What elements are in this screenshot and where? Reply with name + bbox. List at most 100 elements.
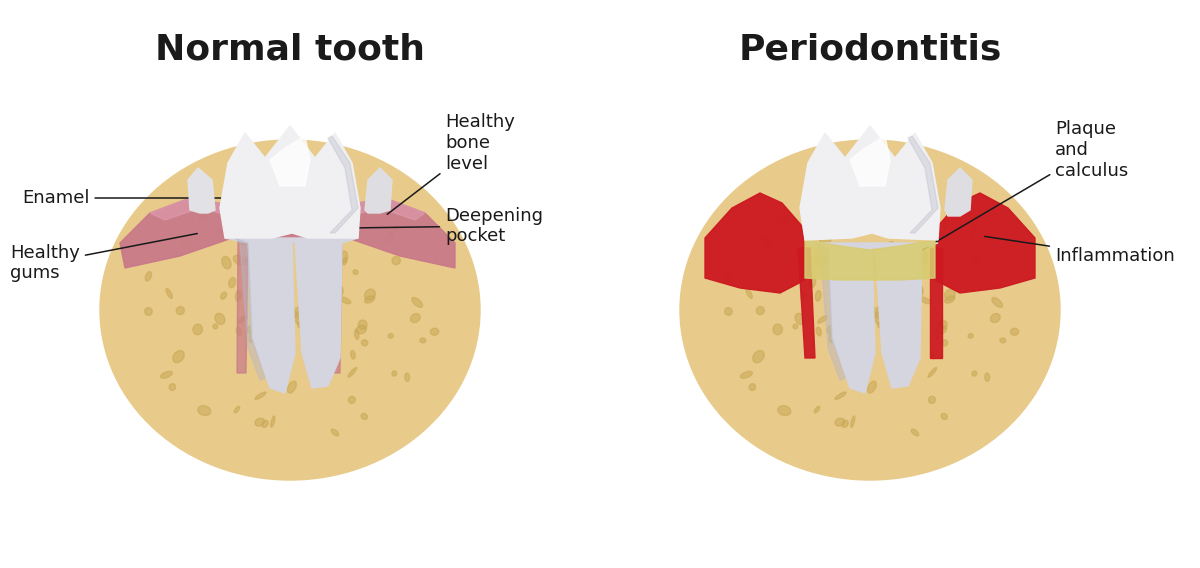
Ellipse shape: [965, 235, 973, 241]
Text: Deepening
pocket: Deepening pocket: [350, 207, 542, 245]
Ellipse shape: [876, 318, 882, 324]
Ellipse shape: [247, 325, 256, 333]
Ellipse shape: [820, 233, 832, 245]
Ellipse shape: [889, 271, 900, 280]
Ellipse shape: [934, 198, 938, 211]
Ellipse shape: [259, 331, 270, 337]
Ellipse shape: [893, 321, 902, 331]
Ellipse shape: [839, 331, 850, 337]
Ellipse shape: [680, 140, 1060, 480]
Ellipse shape: [281, 299, 290, 306]
Ellipse shape: [756, 307, 764, 315]
Text: Inflammation: Inflammation: [985, 236, 1175, 265]
Ellipse shape: [968, 333, 973, 338]
Ellipse shape: [779, 214, 787, 222]
Ellipse shape: [221, 292, 227, 299]
Ellipse shape: [725, 307, 732, 315]
Ellipse shape: [199, 214, 208, 222]
Ellipse shape: [337, 285, 342, 293]
Ellipse shape: [778, 406, 791, 416]
Ellipse shape: [884, 231, 892, 238]
Ellipse shape: [305, 312, 312, 320]
Ellipse shape: [886, 312, 892, 320]
Ellipse shape: [1000, 338, 1006, 343]
Ellipse shape: [233, 255, 246, 265]
Ellipse shape: [356, 325, 366, 334]
Polygon shape: [238, 238, 248, 373]
Ellipse shape: [846, 358, 853, 369]
Ellipse shape: [392, 257, 401, 265]
Polygon shape: [935, 193, 1034, 293]
Ellipse shape: [856, 374, 860, 386]
Ellipse shape: [920, 297, 931, 304]
Ellipse shape: [809, 278, 816, 287]
Ellipse shape: [836, 322, 844, 329]
Ellipse shape: [229, 278, 235, 287]
Ellipse shape: [331, 275, 337, 282]
Ellipse shape: [100, 140, 480, 480]
Polygon shape: [704, 193, 805, 293]
Ellipse shape: [245, 257, 247, 264]
Ellipse shape: [815, 291, 821, 301]
Polygon shape: [270, 136, 310, 186]
Polygon shape: [946, 168, 972, 216]
Ellipse shape: [334, 295, 341, 304]
Ellipse shape: [991, 298, 1002, 307]
Ellipse shape: [898, 290, 907, 301]
Ellipse shape: [288, 381, 296, 393]
Polygon shape: [815, 243, 845, 380]
Ellipse shape: [259, 336, 269, 345]
Ellipse shape: [852, 276, 862, 281]
Ellipse shape: [904, 283, 912, 290]
Ellipse shape: [888, 241, 894, 249]
Polygon shape: [220, 126, 360, 238]
Ellipse shape: [868, 381, 876, 393]
Ellipse shape: [390, 225, 397, 237]
Ellipse shape: [258, 338, 264, 350]
Ellipse shape: [942, 340, 948, 346]
Ellipse shape: [802, 256, 811, 269]
Ellipse shape: [971, 225, 977, 237]
Ellipse shape: [385, 235, 394, 241]
Ellipse shape: [257, 322, 263, 329]
Ellipse shape: [964, 209, 972, 213]
Ellipse shape: [145, 307, 152, 315]
Ellipse shape: [746, 289, 752, 298]
Ellipse shape: [262, 420, 269, 428]
Ellipse shape: [928, 367, 937, 377]
Ellipse shape: [353, 270, 358, 274]
Ellipse shape: [350, 350, 355, 359]
Ellipse shape: [800, 292, 806, 299]
Ellipse shape: [972, 257, 980, 265]
Polygon shape: [908, 136, 938, 233]
Ellipse shape: [300, 305, 308, 315]
Ellipse shape: [299, 172, 308, 185]
Ellipse shape: [835, 418, 845, 426]
Polygon shape: [295, 238, 358, 388]
Ellipse shape: [860, 299, 870, 306]
Ellipse shape: [288, 306, 294, 316]
Ellipse shape: [881, 319, 887, 327]
Ellipse shape: [212, 324, 217, 329]
Ellipse shape: [331, 429, 338, 436]
Ellipse shape: [181, 236, 192, 248]
Ellipse shape: [740, 371, 752, 378]
Ellipse shape: [913, 295, 922, 304]
Ellipse shape: [266, 305, 272, 312]
Ellipse shape: [234, 406, 240, 413]
Ellipse shape: [254, 392, 266, 399]
Ellipse shape: [944, 296, 955, 303]
Text: Periodontitis: Periodontitis: [738, 33, 1002, 67]
Ellipse shape: [827, 325, 835, 333]
Ellipse shape: [842, 420, 848, 428]
Ellipse shape: [872, 312, 882, 318]
Ellipse shape: [348, 367, 356, 377]
Ellipse shape: [173, 350, 185, 363]
Ellipse shape: [236, 327, 241, 336]
Ellipse shape: [920, 251, 928, 262]
Ellipse shape: [361, 414, 367, 420]
Ellipse shape: [863, 288, 870, 299]
Ellipse shape: [292, 312, 301, 318]
Ellipse shape: [796, 229, 804, 234]
Ellipse shape: [865, 310, 874, 318]
